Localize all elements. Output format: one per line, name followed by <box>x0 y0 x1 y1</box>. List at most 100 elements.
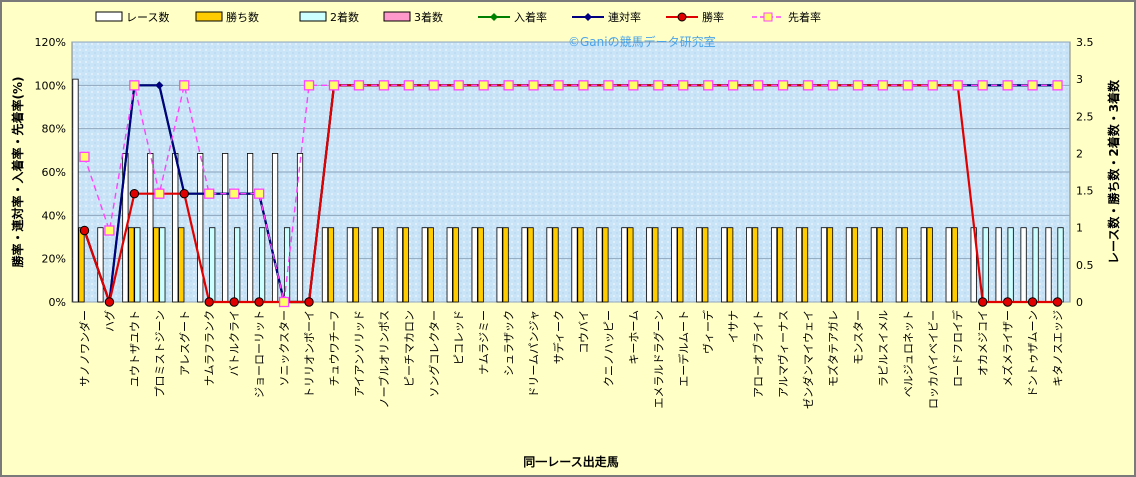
x-tick-label: バトルクライ <box>228 310 241 376</box>
legend-swatch-勝ち数 <box>195 11 223 22</box>
bar-レース数-サノノワンダー <box>72 78 79 303</box>
bar-レース数-ソニックスター <box>271 153 279 303</box>
point-先着率 <box>952 80 963 91</box>
bar-レース数-ゼンダンマイウェイ <box>795 227 803 303</box>
bar-レース数-エメラルドラグーン <box>646 227 653 303</box>
legend-marker <box>490 13 498 21</box>
x-tick-label: ヴィーデ <box>701 310 715 354</box>
bar-勝ち数-ピコレッド <box>452 227 459 303</box>
point-先着率 <box>628 80 639 91</box>
y-right-tick-label: 0 <box>1076 296 1083 309</box>
x-tick-label: ナムラフランク <box>203 310 216 386</box>
point-先着率 <box>428 80 439 91</box>
bar-勝ち数-サディーク <box>552 227 559 303</box>
y-right-tick-label: 1.5 <box>1076 185 1094 198</box>
bar-勝ち数-ゼンダンマイウェイ <box>801 227 809 303</box>
point-勝率 <box>1002 297 1013 307</box>
x-tick-label: ラピルスイメル <box>877 310 890 387</box>
y-left-tick-label: 20% <box>42 253 66 266</box>
line-先着率 <box>83 84 1058 303</box>
bar-勝ち数-モズタテアガレ <box>826 227 834 303</box>
point-先着率 <box>528 80 539 91</box>
x-tick-label: ロッカバイベイビー <box>927 310 940 409</box>
bar-レース数-クニノハッピー <box>596 227 603 303</box>
point-先着率 <box>927 80 938 91</box>
point-先着率 <box>179 80 190 91</box>
bar-勝ち数-キーホーム <box>627 227 634 303</box>
x-tick-label: キーホーム <box>627 310 640 365</box>
bar-勝ち数-シュラザック <box>502 227 509 303</box>
bar-2着数-ナムラフランク <box>209 227 216 303</box>
point-先着率 <box>478 80 489 91</box>
bar-2着数-メズメライザー <box>1007 227 1014 303</box>
point-勝率 <box>79 225 90 236</box>
legend-label-勝ち数: 勝ち数 <box>226 10 259 24</box>
point-先着率 <box>777 80 789 91</box>
y-right-tick-label: 1 <box>1076 222 1083 235</box>
x-tick-label: モズタテアガレ <box>826 310 840 387</box>
x-tick-label: ナムラジミー <box>478 310 491 375</box>
bar-レース数-ユウトザユウト <box>122 153 129 303</box>
bar-勝ち数-ラピルスイメル <box>876 227 883 303</box>
point-先着率 <box>802 80 814 91</box>
bar-レース数-ハグ <box>97 227 104 303</box>
bar-レース数-サディーク <box>546 227 553 303</box>
bar-勝ち数-モンスター <box>851 227 859 303</box>
y-left-tick-label: 40% <box>42 209 66 222</box>
legend-label-勝率: 勝率 <box>702 10 724 24</box>
point-先着率 <box>752 80 764 91</box>
y-axis-left: 0% 20% 40% 60% 80% 100% 120% <box>35 36 66 309</box>
bar-レース数-ナムラフランク <box>197 153 204 303</box>
point-先着率 <box>204 188 215 199</box>
bar-勝ち数-アルマヴィーナス <box>776 227 784 303</box>
bar-レース数-ドリームパンジャ <box>521 227 528 303</box>
point-先着率 <box>877 80 889 91</box>
legend-swatch-2着数 <box>299 11 327 22</box>
point-先着率 <box>578 80 589 91</box>
y-left-tick-label: 120% <box>35 36 66 49</box>
x-tick-label: サディーク <box>552 310 566 364</box>
point-先着率 <box>453 80 464 91</box>
line-series <box>79 80 1063 308</box>
bar-レース数-ベルジュロネット <box>895 227 902 303</box>
point-先着率 <box>503 80 514 91</box>
bar-レース数-メズメライザー <box>995 227 1002 303</box>
point-先着率 <box>303 80 315 91</box>
bar-レース数-ロードフロイデ <box>945 227 952 303</box>
bar-勝ち数-ヴィーデ <box>702 227 709 303</box>
point-先着率 <box>79 151 90 162</box>
legend-label-3着数: 3着数 <box>414 10 443 24</box>
point-先着率 <box>653 80 664 91</box>
point-先着率 <box>278 296 290 308</box>
x-tick-label: ドリームパンジャ <box>528 310 541 398</box>
point-先着率 <box>678 80 689 91</box>
x-tick-label: エーデルムート <box>676 310 690 387</box>
x-tick-label: ピーチマカロン <box>403 310 416 387</box>
y-right-tick-label: 2 <box>1076 147 1083 160</box>
bar-レース数-シュラザック <box>496 227 503 303</box>
bar-レース数-ピーチマカロン <box>396 227 403 303</box>
bar-レース数-プロミストジーン <box>147 153 154 303</box>
point-先着率 <box>328 80 340 91</box>
legend-label-レース数: レース数 <box>126 11 169 24</box>
x-tick-label: エメラルドラグーン <box>651 310 665 408</box>
point-先着率 <box>403 80 414 91</box>
x-tick-label: コウバイ <box>577 310 590 354</box>
y-right-tick-label: 3 <box>1076 73 1083 86</box>
x-tick-label: ジョーローリット <box>253 310 266 398</box>
bar-レース数-キタノスエッジ <box>1045 227 1052 303</box>
bar-レース数-アローオブライト <box>746 227 753 303</box>
bar-レース数-ソングコレクター <box>421 227 428 303</box>
bar-レース数-コウバイ <box>571 227 578 303</box>
bar-レース数-ピコレッド <box>446 227 453 303</box>
point-先着率 <box>1002 80 1013 91</box>
x-tick-label: サノノワンダー <box>77 310 91 387</box>
bar-勝ち数-チュウワチーフ <box>327 227 335 303</box>
legend: レース数 勝ち数 2着数 3着数 入着率 連対率 勝率 先着率 <box>95 10 821 24</box>
y-right-tick-label: 2.5 <box>1076 110 1094 123</box>
bar-勝ち数-ロードフロイデ <box>951 227 958 303</box>
bar-勝ち数-ノーブルオリンポス <box>377 227 384 303</box>
legend-marker <box>763 12 773 22</box>
bar-勝ち数-エーデルムート <box>677 227 684 303</box>
